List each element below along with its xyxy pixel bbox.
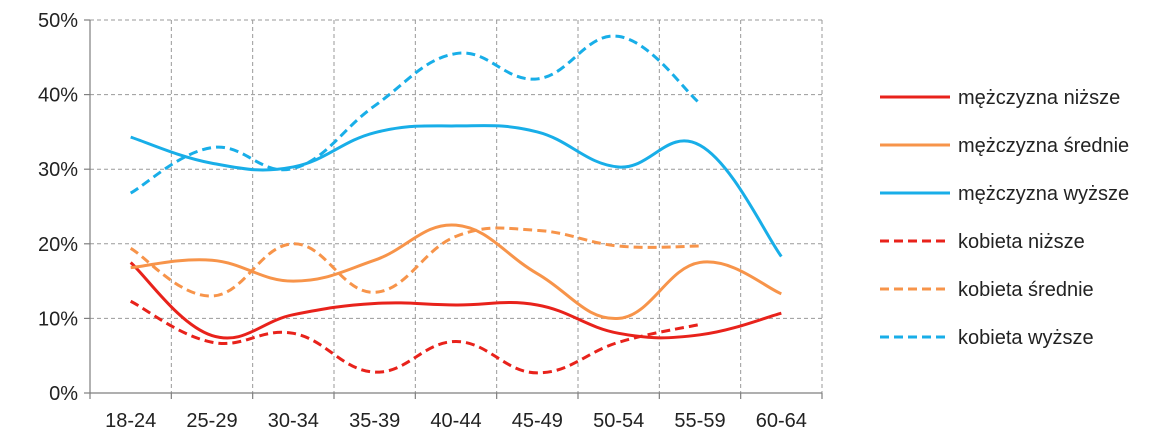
y-tick-label: 30% (38, 159, 78, 181)
x-tick-label: 45-49 (512, 410, 563, 432)
series-lines (129, 34, 783, 375)
legend-label: kobieta średnie (958, 279, 1094, 301)
y-tick-label: 40% (38, 85, 78, 107)
x-tick-label: 35-39 (349, 410, 400, 432)
x-tick-label: 50-54 (593, 410, 644, 432)
series-line-3 (130, 124, 783, 258)
y-tick-label: 10% (38, 308, 78, 330)
series-line-2 (130, 223, 782, 320)
x-tick-label: 30-34 (268, 410, 319, 432)
x-tick-label: 25-29 (186, 410, 237, 432)
legend-label: mężczyzna wyższe (958, 183, 1129, 205)
y-tick-label: 20% (38, 234, 78, 256)
legend-entry: kobieta niższe (880, 231, 1085, 253)
legend-label: kobieta niższe (958, 231, 1085, 253)
legend: mężczyzna niższe mężczyzna średnie mężczyz… (880, 87, 1129, 349)
legend-entry: mężczyzna niższe (880, 87, 1120, 109)
legend-entry: mężczyzna wyższe (880, 183, 1129, 205)
x-tick-label: 60-64 (756, 410, 807, 432)
y-tick-label: 0% (49, 383, 78, 405)
series-line-5 (129, 226, 701, 298)
series-line-4 (129, 299, 701, 375)
axes: 0% 10% 20% 30% 40% 50% 18-24 25-29 30-34 35-39 40-… (38, 10, 823, 432)
legend-entry: kobieta średnie (880, 279, 1094, 301)
y-tick-label: 50% (38, 10, 78, 32)
legend-entry: mężczyzna średnie (880, 135, 1129, 157)
legend-entry: kobieta wyższe (880, 327, 1094, 349)
x-tick-label: 40-44 (430, 410, 481, 432)
grid (90, 19, 823, 393)
series-line-1 (129, 261, 782, 340)
legend-label: mężczyzna niższe (958, 87, 1120, 109)
series-line-6 (129, 34, 701, 195)
legend-label: kobieta wyższe (958, 327, 1094, 349)
legend-label: mężczyzna średnie (958, 135, 1129, 157)
x-tick-label: 18-24 (105, 410, 156, 432)
x-tick-label: 55-59 (674, 410, 725, 432)
